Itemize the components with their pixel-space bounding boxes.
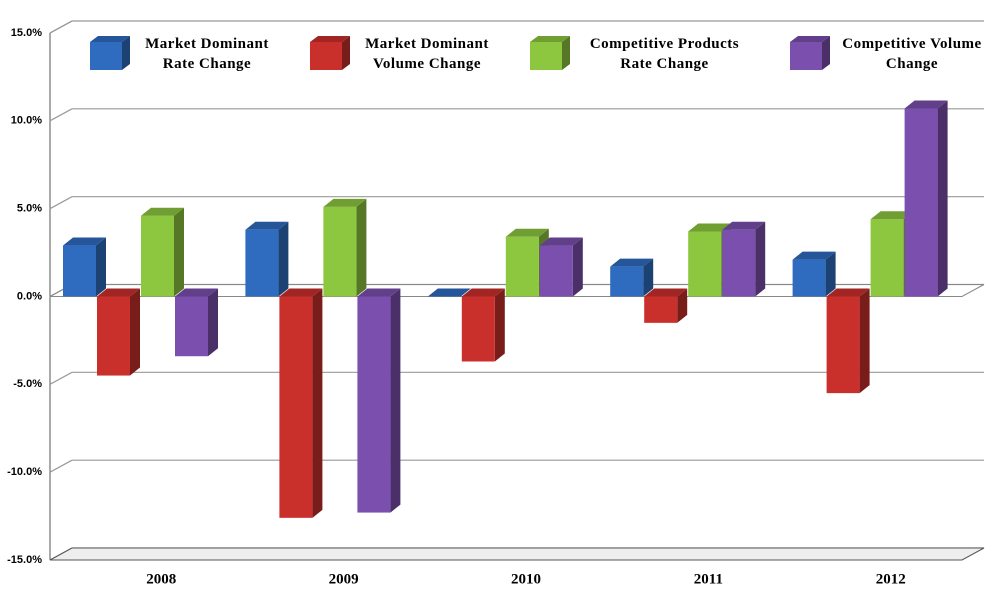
bar-top: [175, 288, 218, 297]
bar: [323, 206, 357, 297]
bar-top: [826, 288, 870, 297]
legend-label: Competitive Products Rate Change: [589, 36, 740, 72]
x-tick-label: 2008: [146, 571, 176, 587]
bar-side: [278, 221, 289, 297]
bar-top: [63, 237, 106, 246]
bar: [644, 296, 678, 323]
y-tick-label: -15.0%: [7, 554, 42, 566]
bar-side: [825, 251, 836, 297]
y-tick-label: -5.0%: [13, 378, 42, 390]
bar: [505, 236, 539, 297]
bar: [279, 296, 313, 518]
bar: [175, 296, 208, 357]
bar: [826, 296, 860, 394]
bar-top: [644, 288, 688, 297]
bar-side: [859, 288, 870, 394]
bar-side: [643, 258, 654, 297]
bar: [539, 245, 573, 297]
bar-side: [937, 100, 948, 297]
bar-top: [461, 288, 505, 297]
bar: [610, 266, 644, 297]
bar-top: [539, 237, 583, 246]
bar-top: [279, 288, 323, 297]
y-tick-label: 5.0%: [17, 203, 42, 215]
grid-line-side: [49, 20, 73, 34]
bar: [904, 108, 938, 297]
bar-top: [505, 228, 549, 237]
bar-side: [356, 198, 367, 297]
grid-line-side: [49, 108, 73, 122]
bar-side: [390, 288, 401, 513]
bar: [688, 231, 722, 297]
bar: [97, 296, 130, 376]
bar: [461, 296, 495, 362]
bar-top: [904, 100, 948, 109]
legend-swatch-side: [122, 36, 130, 70]
legend-swatch-top: [530, 36, 570, 42]
bar-side: [312, 288, 323, 518]
bar-side: [755, 221, 766, 297]
legend-swatch-side: [342, 36, 350, 70]
legend-swatch-side: [822, 36, 830, 70]
x-tick-label: 2009: [329, 571, 359, 587]
bar-top: [245, 221, 289, 230]
bar-top: [323, 198, 367, 207]
x-tick-label: 2010: [511, 571, 541, 587]
bar: [245, 229, 279, 297]
bar-side: [174, 207, 184, 297]
bar: [141, 215, 174, 297]
legend-label: Competitive Volume Change: [842, 36, 982, 72]
grid-line-side: [49, 459, 73, 473]
bar-top: [688, 223, 732, 232]
legend-label: Market Dominant Volume Change: [365, 36, 489, 72]
bar-top: [610, 258, 654, 267]
y-tick-label: 0.0%: [17, 290, 42, 302]
bar-top: [427, 288, 471, 297]
legend-swatch-top: [90, 36, 130, 42]
floor: [49, 547, 985, 561]
bar-top: [141, 207, 184, 216]
bar-side: [96, 237, 106, 297]
bar-side: [494, 288, 505, 362]
y-tick-label: -10.0%: [7, 466, 42, 478]
bar-top: [722, 221, 766, 230]
grid-line-side: [49, 371, 73, 385]
bar: [63, 245, 96, 297]
legend-swatch: [90, 42, 122, 70]
x-tick-label: 2011: [694, 571, 723, 587]
legend-swatch: [530, 42, 562, 70]
bar-top: [357, 288, 401, 297]
grid-line-side: [49, 196, 73, 210]
bar-top: [870, 211, 914, 220]
legend-label: Market Dominant Rate Change: [145, 36, 269, 72]
legend-swatch-top: [790, 36, 830, 42]
legend-swatch: [790, 42, 822, 70]
bar: [870, 219, 904, 297]
legend-swatch-side: [562, 36, 570, 70]
bar-top: [97, 288, 140, 297]
bar-side: [130, 288, 140, 376]
y-tick-label: 10.0%: [11, 115, 42, 127]
bar-side: [208, 288, 218, 357]
bar-side: [572, 237, 583, 297]
legend-swatch-top: [310, 36, 350, 42]
x-tick-label: 2012: [876, 571, 906, 587]
legend-swatch: [310, 42, 342, 70]
y-tick-label: 15.0%: [11, 27, 42, 39]
bar: [792, 259, 826, 297]
bar-top: [792, 251, 836, 260]
bar: [357, 296, 391, 513]
bar-side: [677, 288, 688, 323]
bar: [722, 229, 756, 297]
